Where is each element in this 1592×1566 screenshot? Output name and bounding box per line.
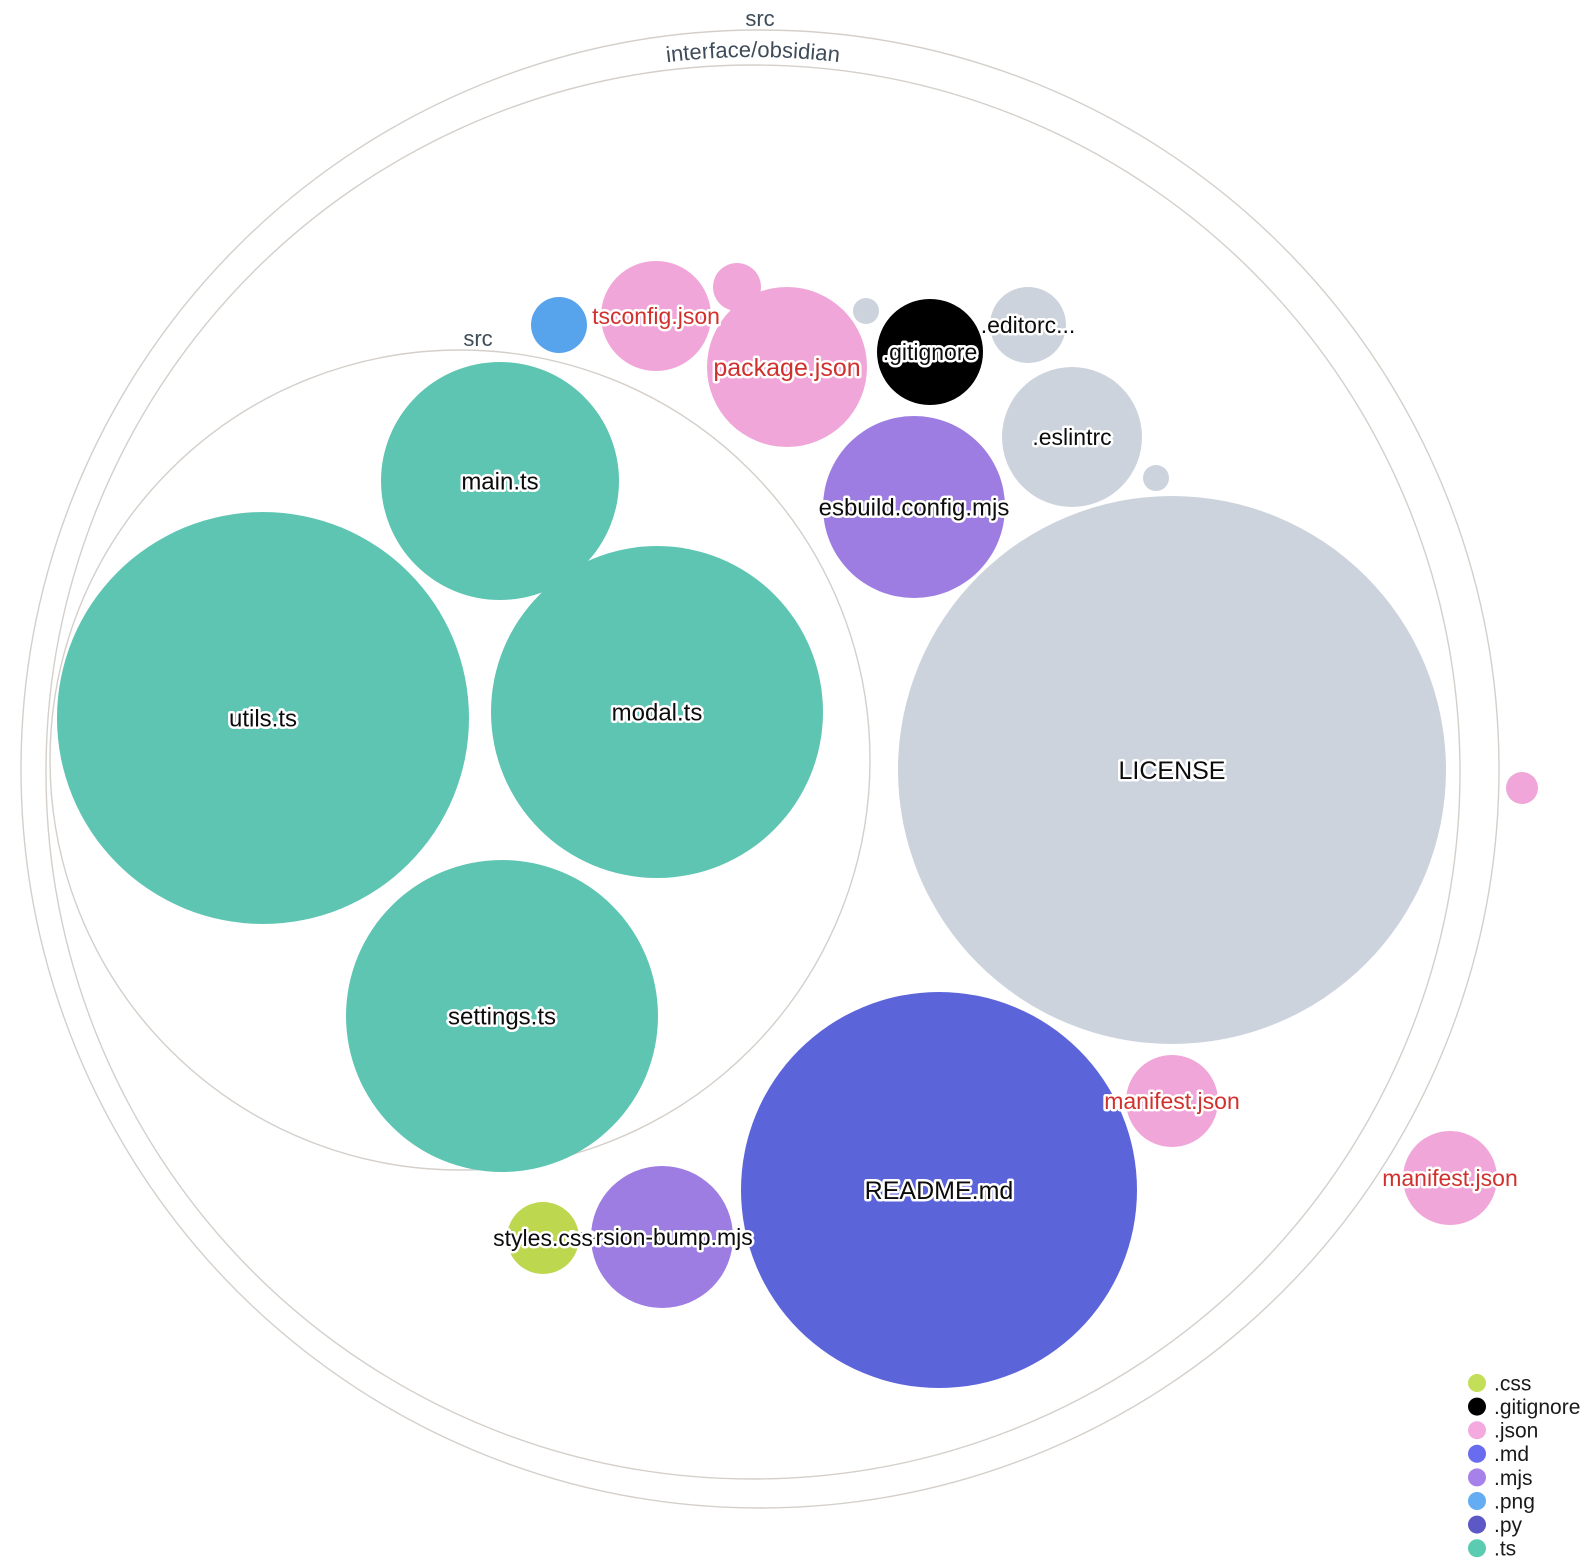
file-label-gitignore: .gitignore [883,339,978,365]
legend-label-gitignore: .gitignore [1494,1396,1580,1419]
folder-circle-src[interactable] [49,349,871,1171]
folder-label-interface-obsidian: interface/obsidian [665,37,842,67]
file-label-main-ts: main.ts [461,468,538,495]
legend-label-mjs: .mjs [1494,1467,1533,1490]
folder-circle-interface-obsidian[interactable] [45,64,1461,1480]
file-label-manifest-json: manifest.json [1382,1165,1518,1191]
file-label-license: LICENSE [1119,757,1226,785]
legend-label-css: .css [1494,1372,1531,1395]
folder-label-src: src [745,6,774,31]
file-label-modal-ts: modal.ts [612,699,703,726]
file-circle-manifest-json[interactable] [1403,1131,1497,1225]
file-circle-esbuild-config-mjs[interactable] [823,416,1005,598]
file-label-version-bump-mjs: version-bump.mjs [571,1224,753,1250]
file-label-eslintrc: .eslintrc [1032,424,1111,450]
file-circle-editorc[interactable] [990,287,1066,363]
file-circle-styles-css[interactable] [507,1202,579,1274]
file-circle-gitignore[interactable] [877,299,983,405]
legend-dot-ts [1468,1539,1486,1558]
file-circle-utils-ts[interactable] [57,512,469,924]
file-circle-json[interactable] [713,263,761,311]
file-circle-eslintrc[interactable] [1002,367,1142,507]
file-circle-none[interactable] [853,298,879,324]
file-circle-manifest-json[interactable] [1126,1055,1218,1147]
legend-dot-css [1468,1374,1486,1392]
legend: .css.gitignore.json.md.mjs.png.py.ts [1468,1372,1580,1561]
file-circle-png[interactable] [531,297,587,353]
file-circle-main-ts[interactable] [381,362,619,600]
file-circle-none[interactable] [1143,465,1169,491]
file-circle-package-json[interactable] [707,287,867,447]
legend-label-py: .py [1494,1514,1523,1537]
file-label-editorc: .editorc... [981,312,1076,338]
file-circle-json[interactable] [1506,772,1538,804]
file-circle-version-bump-mjs[interactable] [591,1166,733,1308]
folder-circle-src[interactable] [20,29,1500,1509]
legend-dot-md [1468,1444,1486,1463]
file-label-package-json: package.json [713,354,860,382]
file-label-readme-md: README.md [865,1177,1014,1205]
legend-dot-py [1468,1515,1486,1534]
file-circle-readme-md[interactable] [741,992,1137,1388]
file-circle-license[interactable] [898,496,1446,1044]
legend-dot-json [1468,1421,1486,1440]
folder-label-src: src [463,326,492,351]
file-label-settings-ts: settings.ts [448,1003,556,1030]
legend-label-json: .json [1494,1420,1538,1443]
file-label-manifest-json: manifest.json [1104,1088,1240,1114]
legend-label-md: .md [1494,1443,1529,1466]
file-circle-settings-ts[interactable] [346,860,658,1172]
legend-label-ts: .ts [1494,1538,1516,1561]
file-label-esbuild-config-mjs: esbuild.config.mjs [819,494,1010,521]
file-circle-modal-ts[interactable] [491,546,823,878]
file-label-styles-css: styles.css [493,1225,593,1251]
legend-dot-mjs [1468,1468,1486,1487]
legend-label-png: .png [1494,1490,1535,1513]
file-label-utils-ts: utils.ts [229,705,297,732]
file-circle-tsconfig-json[interactable] [601,261,711,371]
file-label-tsconfig-json: tsconfig.json [592,303,720,329]
legend-dot-png [1468,1492,1486,1510]
legend-dot-gitignore [1468,1397,1486,1416]
